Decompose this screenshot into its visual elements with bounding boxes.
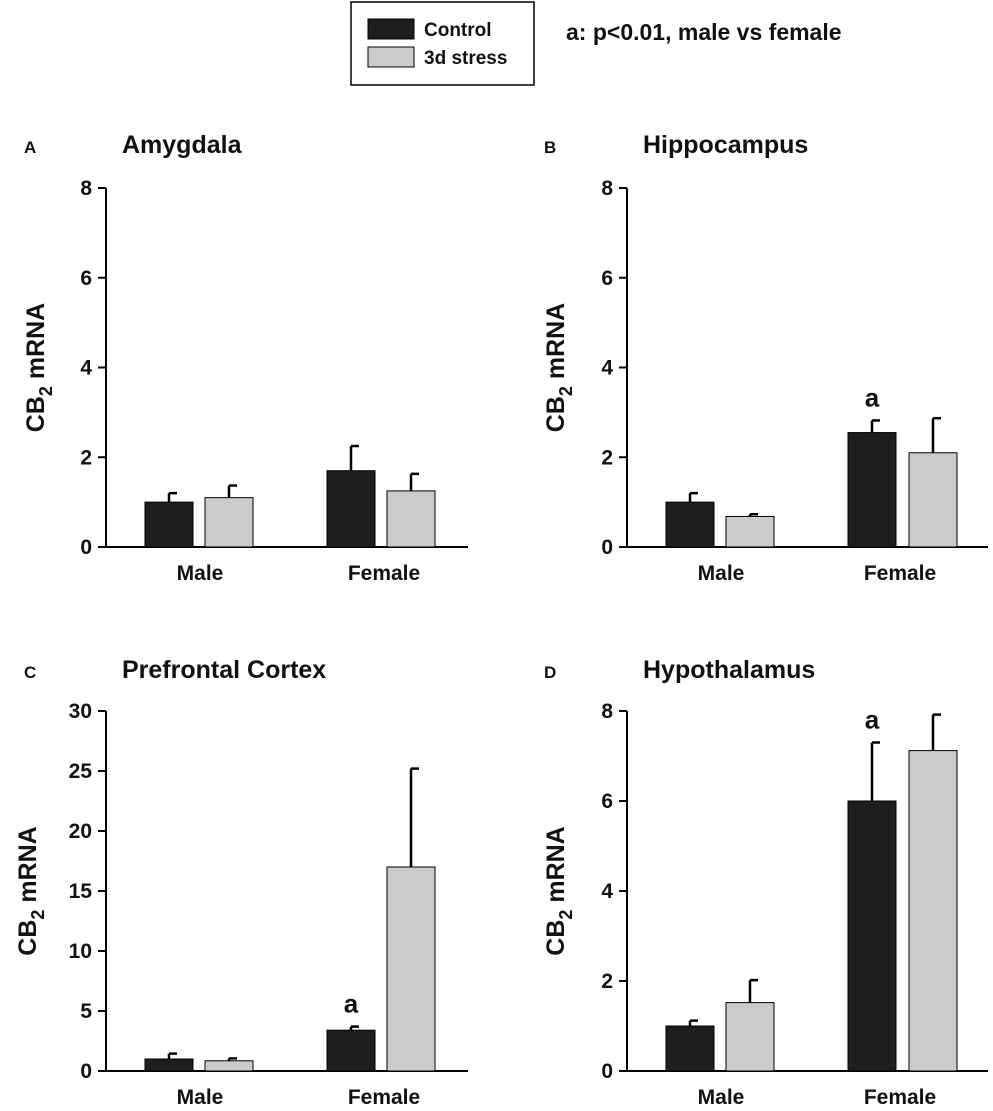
- legend-swatch-control: [367, 18, 415, 40]
- significance-marker: a: [865, 705, 880, 735]
- y-axis-label-subscript: 2: [556, 910, 576, 920]
- panel-c: C Prefrontal Cortex CB2 mRNA 0 5 10 15 20 25 30 Ma…: [14, 656, 468, 1109]
- legend-swatch-3d-stress: [367, 46, 415, 68]
- bar-control-female: [326, 470, 376, 548]
- y-axis-label-main: CB: [22, 396, 50, 432]
- y-tick-label: 25: [69, 760, 93, 783]
- bar-control-female: [847, 432, 897, 548]
- legend: Control 3d stress: [350, 1, 535, 86]
- x-category-label: Male: [698, 1086, 745, 1109]
- y-tick-label: 2: [601, 970, 613, 993]
- panel-title: Hypothalamus: [643, 656, 815, 684]
- y-axis-label-subscript: 2: [556, 386, 576, 396]
- bar-3d-stress-male: [725, 1002, 775, 1072]
- bar-control-female: [847, 800, 897, 1072]
- bar-3d-stress-male: [204, 1060, 254, 1072]
- y-tick-label: 0: [80, 536, 92, 559]
- panel-title: Amygdala: [122, 131, 243, 159]
- significance-marker: a: [344, 989, 359, 1019]
- y-tick-label: 8: [601, 700, 613, 723]
- bar-3d-stress-male: [725, 515, 775, 548]
- y-axis-label: CB2 mRNA: [542, 303, 576, 432]
- bar-control-male: [665, 501, 715, 548]
- y-axis-label-rest: mRNA: [542, 303, 570, 386]
- significance-note: a: p<0.01, male vs female: [566, 19, 842, 45]
- bar-control-male: [144, 1058, 194, 1072]
- y-tick-label: 0: [80, 1060, 92, 1083]
- y-tick-label: 6: [601, 790, 613, 813]
- bar-3d-stress-female: [908, 452, 958, 548]
- y-tick-label: 5: [80, 1000, 92, 1023]
- y-tick-label: 8: [80, 177, 92, 200]
- x-category-label: Female: [864, 1086, 936, 1109]
- y-axis-label-subscript: 2: [28, 910, 48, 920]
- bar-3d-stress-female: [386, 490, 436, 548]
- y-axis-label-main: CB: [542, 920, 570, 956]
- y-tick-label: 2: [80, 446, 92, 469]
- legend-label-3d-stress: 3d stress: [424, 48, 507, 69]
- y-tick-label: 4: [80, 357, 92, 380]
- y-axis-label-rest: mRNA: [14, 826, 42, 909]
- y-axis-label: CB2 mRNA: [542, 826, 576, 955]
- y-axis-label-main: CB: [542, 396, 570, 432]
- panel-letter: B: [544, 138, 556, 157]
- y-tick-label: 4: [601, 880, 613, 903]
- y-tick-label: 2: [601, 446, 613, 469]
- y-tick-label: 30: [69, 700, 92, 723]
- x-category-label: Male: [698, 562, 745, 585]
- bar-3d-stress-female: [386, 866, 436, 1072]
- panel-letter: D: [544, 663, 556, 682]
- bar-3d-stress-female: [908, 750, 958, 1072]
- panel-title: Hippocampus: [643, 131, 808, 159]
- y-tick-label: 6: [601, 267, 613, 290]
- panel-letter: A: [24, 138, 36, 157]
- y-tick-label: 8: [601, 177, 613, 200]
- y-tick-label: 10: [69, 940, 92, 963]
- y-tick-label: 0: [601, 536, 613, 559]
- x-category-label: Male: [177, 562, 224, 585]
- significance-marker: a: [865, 382, 880, 412]
- bar-control-female: [326, 1029, 376, 1072]
- y-tick-label: 0: [601, 1060, 613, 1083]
- x-category-label: Female: [864, 562, 936, 585]
- panel-letter: C: [24, 663, 36, 682]
- legend-box: [350, 1, 535, 86]
- y-axis-label-subscript: 2: [36, 386, 56, 396]
- x-category-label: Female: [348, 1086, 420, 1109]
- bar-3d-stress-male: [204, 497, 254, 548]
- y-axis-label: CB2 mRNA: [14, 826, 48, 955]
- y-tick-label: 15: [69, 880, 93, 903]
- x-category-label: Male: [177, 1086, 224, 1109]
- x-category-label: Female: [348, 562, 420, 585]
- y-tick-label: 6: [80, 267, 92, 290]
- legend-label-control: Control: [424, 20, 492, 41]
- bar-control-male: [665, 1025, 715, 1072]
- y-tick-label: 20: [69, 820, 92, 843]
- y-tick-label: 4: [601, 357, 613, 380]
- y-axis-label: CB2 mRNA: [22, 303, 56, 432]
- y-axis-label-rest: mRNA: [542, 826, 570, 909]
- panel-title: Prefrontal Cortex: [122, 656, 326, 684]
- y-axis-label-main: CB: [14, 920, 42, 956]
- y-axis-label-rest: mRNA: [22, 303, 50, 386]
- bar-control-male: [144, 501, 194, 548]
